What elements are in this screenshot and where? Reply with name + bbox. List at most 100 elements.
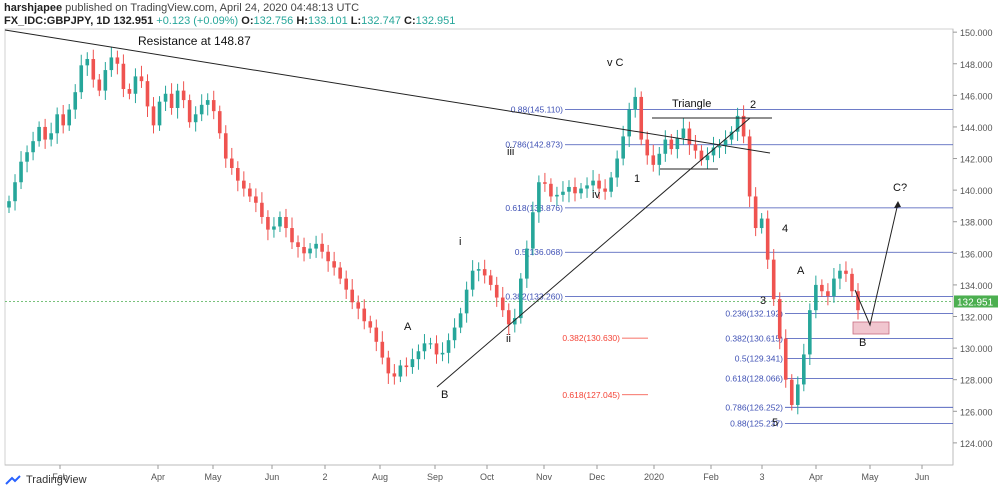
ohlc-o-label: O:: [241, 15, 254, 27]
fib-levels: 0.88(145.110) 0.786(142.873) 0.618(138.876…: [505, 104, 953, 428]
time-tick-label: Jun: [265, 472, 280, 482]
fib-level-label: 0.382(130.615): [725, 333, 783, 343]
candle-body: [127, 89, 132, 94]
candle-body: [392, 373, 397, 377]
projection-arrowhead: [894, 201, 901, 208]
candle-body: [187, 100, 192, 123]
candle-body: [693, 144, 698, 151]
candle-body: [368, 321, 373, 328]
time-tick-label: 2020: [644, 472, 664, 482]
candle-body: [657, 153, 662, 165]
wave-4-label: 4: [782, 223, 788, 235]
candle-body: [49, 133, 53, 140]
candle-body: [771, 259, 776, 300]
tradingview-logo[interactable]: TradingView: [4, 474, 87, 486]
candle-body: [512, 318, 517, 325]
price-axis[interactable]: 150.000 148.000 146.000 144.000 142.000 140.0…: [953, 28, 993, 449]
candle-body: [645, 139, 650, 156]
candle-body: [639, 96, 644, 140]
price-tick-label: 134.000: [960, 281, 993, 291]
price-tick-label: 144.000: [960, 123, 993, 133]
candle-body: [43, 126, 47, 140]
candle-body: [85, 59, 90, 66]
candle-body: [115, 57, 120, 64]
candle-body: [25, 152, 29, 162]
time-tick-label: Oct: [480, 472, 495, 482]
candle-body: [525, 248, 529, 279]
candle-body: [789, 379, 794, 405]
candle-body: [832, 278, 836, 296]
candle-body: [699, 150, 704, 161]
target-zone-box[interactable]: [852, 321, 890, 335]
wave-ii-label: ii: [506, 333, 511, 345]
price-tick-label: 126.000: [960, 407, 993, 417]
candle-body: [579, 188, 583, 194]
price-tick-label: 142.000: [960, 155, 993, 165]
wave-2-label: 2: [750, 99, 756, 111]
candle-body: [73, 92, 78, 110]
fib-level-label: 0.5(136.068): [515, 247, 563, 257]
candle-body: [410, 359, 415, 368]
candle-body: [482, 269, 487, 276]
candle-body: [422, 343, 427, 352]
candle-body: [350, 289, 355, 303]
candle-body: [31, 141, 35, 153]
candle-body: [97, 79, 102, 91]
candle-body: [19, 161, 23, 183]
candle-body: [242, 180, 246, 189]
candle-body: [109, 57, 114, 71]
ohlc-l-label: L:: [350, 15, 362, 27]
candle-body: [296, 242, 300, 247]
candles: [7, 46, 860, 415]
candle-body: [651, 155, 656, 165]
price-tick-label: 132.000: [960, 313, 993, 323]
candle-body: [609, 177, 613, 192]
candle-body: [543, 182, 547, 184]
support-trendline[interactable]: [436, 117, 751, 388]
candle-body: [211, 100, 216, 112]
price-tick-label: 138.000: [960, 218, 993, 228]
candle-body: [808, 310, 812, 355]
candle-body: [669, 139, 674, 150]
candle-body: [302, 247, 306, 254]
candle-body: [290, 228, 294, 243]
author-name[interactable]: harshjapee: [4, 2, 63, 14]
change-value: +0.123 (+0.09%): [156, 15, 239, 27]
price-tick-label: 148.000: [960, 60, 993, 70]
candle-body: [55, 114, 59, 134]
tradingview-logo-icon: [5, 475, 21, 485]
candle-body: [386, 357, 391, 374]
price-tick-label: 150.000: [960, 28, 993, 38]
price-tick-label: 130.000: [960, 344, 993, 354]
candle-body: [621, 136, 625, 159]
candle-body: [428, 343, 433, 345]
last-price: 132.951: [113, 15, 154, 27]
resistance-trendline[interactable]: [4, 29, 771, 154]
candle-body: [494, 284, 499, 298]
projection-path[interactable]: [854, 202, 899, 327]
candle-body: [398, 365, 403, 377]
time-axis[interactable]: Feb Apr May Jun 2 Aug Sep Oct Nov Dec 2020 Feb 3 Apr M…: [52, 465, 929, 482]
fib-level-label: 0.236(132.192): [725, 308, 783, 318]
candle-body: [820, 284, 824, 292]
candle-body: [163, 93, 168, 102]
candle-body: [561, 191, 565, 195]
candle-body: [121, 63, 126, 90]
candle-body: [844, 270, 848, 274]
candle-body: [615, 158, 619, 178]
time-tick-label: Nov: [536, 472, 553, 482]
candle-body: [272, 226, 276, 230]
candle-body: [344, 278, 348, 290]
symbol-label: FX_IDC:GBPJPY, 1D: [4, 15, 111, 27]
candle-body: [133, 76, 138, 94]
candle-body: [308, 248, 312, 254]
ohlc-low: 132.747: [361, 15, 401, 27]
candle-body: [711, 147, 716, 156]
resistance-label: Resistance at 148.87: [138, 34, 251, 48]
candle-body: [759, 218, 764, 229]
wave-iv-label: iv: [592, 189, 600, 201]
wave-5-label: 5: [772, 417, 778, 429]
candle-body: [783, 338, 788, 380]
candle-body: [37, 126, 41, 142]
